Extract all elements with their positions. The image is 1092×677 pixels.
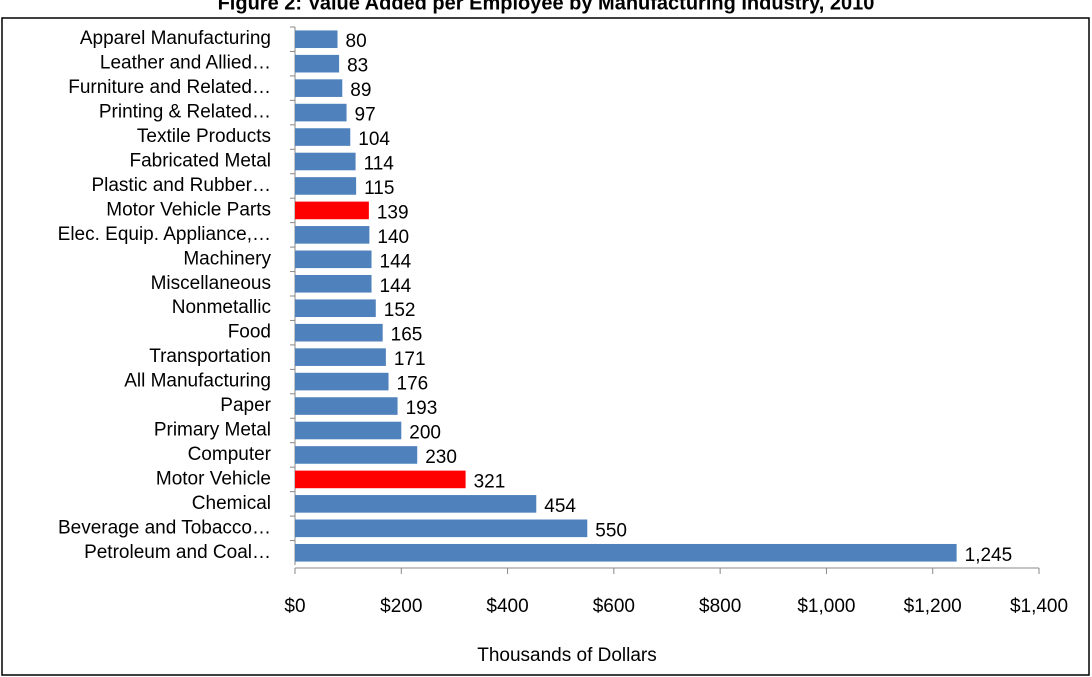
y-tick-label: Apparel Manufacturing <box>80 28 271 49</box>
bar <box>295 470 466 489</box>
chart-title: Figure 2: Value Added per Employee by Ma… <box>218 0 875 14</box>
bar <box>295 54 340 73</box>
value-label: 97 <box>355 105 376 126</box>
value-label: 454 <box>544 496 576 517</box>
bar <box>295 274 372 293</box>
y-tick-label: Paper <box>220 395 271 416</box>
bar <box>295 446 418 464</box>
value-label: 176 <box>397 374 429 395</box>
y-tick-label: Food <box>228 322 271 343</box>
value-label: 104 <box>358 129 390 150</box>
value-label: 114 <box>364 154 395 175</box>
y-tick-label: Machinery <box>183 248 271 269</box>
x-tick-label: $200 <box>380 596 422 617</box>
chart-border <box>1 17 1090 676</box>
y-tick-label: Beverage and Tobacco… <box>58 517 271 538</box>
bar <box>295 250 372 269</box>
value-label: 165 <box>391 325 423 346</box>
value-label: 139 <box>377 202 409 223</box>
y-tick-label: All Manufacturing <box>124 371 271 392</box>
bar <box>295 372 389 391</box>
y-tick-label: Textile Products <box>137 126 271 147</box>
bar <box>295 201 369 220</box>
y-tick-label: Elec. Equip. Appliance,… <box>58 224 271 245</box>
value-label: 321 <box>474 471 506 492</box>
x-tick-label: $400 <box>486 596 528 617</box>
y-tick-label: Plastic and Rubber… <box>91 175 271 196</box>
y-tick-label: Nonmetallic <box>172 297 271 318</box>
x-tick-label: $1,000 <box>797 596 855 617</box>
x-axis-title: Thousands of Dollars <box>477 645 657 666</box>
bar <box>295 226 370 244</box>
value-label: 115 <box>364 178 394 199</box>
y-tick-label: Leather and Allied… <box>100 53 271 74</box>
bar <box>295 152 356 171</box>
bar <box>295 543 957 562</box>
value-label: 200 <box>409 423 441 444</box>
value-label: 152 <box>384 300 416 321</box>
value-label: 144 <box>380 251 412 272</box>
x-tick-label: $0 <box>284 596 305 617</box>
value-label: 171 <box>394 349 426 370</box>
y-tick-label: Printing & Related… <box>99 102 271 123</box>
y-tick-label: Chemical <box>192 493 271 514</box>
value-label: 83 <box>347 56 368 77</box>
bar <box>295 177 357 195</box>
x-tick-label: $800 <box>699 596 741 617</box>
value-label: 193 <box>406 398 438 419</box>
bar <box>295 421 402 440</box>
y-tick-label: Fabricated Metal <box>129 151 271 172</box>
y-tick-label: Primary Metal <box>154 420 271 441</box>
bar <box>295 495 537 513</box>
bar <box>295 128 351 146</box>
x-tick-label: $1,400 <box>1010 596 1068 617</box>
value-label: 144 <box>380 276 412 297</box>
bar <box>295 79 343 97</box>
value-label: 230 <box>425 447 457 468</box>
value-label: 1,245 <box>965 545 1013 566</box>
y-tick-label: Miscellaneous <box>151 273 271 294</box>
bar <box>295 397 398 415</box>
bar <box>295 348 386 366</box>
bar <box>295 519 588 538</box>
y-tick-label: Motor Vehicle Parts <box>106 199 271 220</box>
bar <box>295 323 383 342</box>
y-tick-label: Furniture and Related… <box>68 77 271 98</box>
bar <box>295 30 338 49</box>
value-label: 550 <box>595 520 627 541</box>
bar <box>295 299 376 318</box>
y-tick-label: Petroleum and Coal… <box>84 542 271 563</box>
value-label: 80 <box>346 31 367 52</box>
value-label: 140 <box>377 227 409 248</box>
y-tick-label: Transportation <box>149 346 271 367</box>
x-tick-label: $600 <box>593 596 635 617</box>
x-tick-label: $1,200 <box>904 596 962 617</box>
value-label: 89 <box>350 80 371 101</box>
y-tick-label: Computer <box>188 444 272 465</box>
bar <box>295 103 347 122</box>
y-tick-label: Motor Vehicle <box>156 468 271 489</box>
